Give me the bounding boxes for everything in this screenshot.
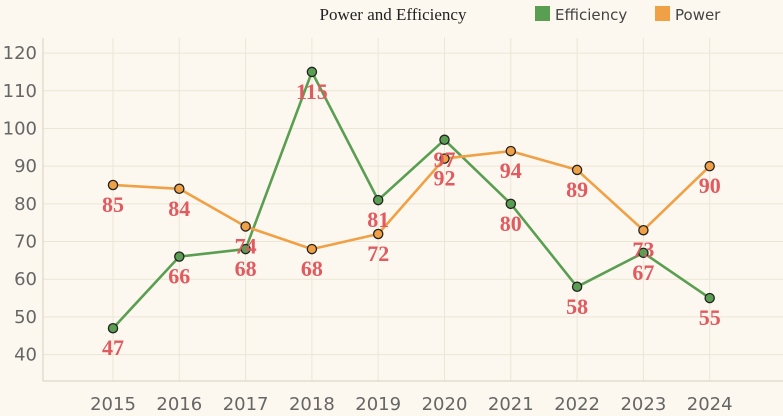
- data-label-power-2019: 72: [367, 241, 389, 266]
- data-point-efficiency-2023: [638, 247, 649, 259]
- series-line-power: [112, 149, 711, 251]
- data-label-power-2024: 90: [699, 173, 721, 198]
- y-tick-label-90: 90: [14, 156, 37, 177]
- data-label-power-2017: 74: [235, 233, 257, 258]
- x-tick-label-2021: 2021: [488, 394, 534, 415]
- x-tick-label-2018: 2018: [289, 394, 335, 415]
- legend-swatch-efficiency: [535, 6, 550, 21]
- data-label-efficiency-2024: 55: [699, 305, 721, 330]
- data-label-efficiency-2021: 80: [500, 211, 522, 236]
- data-label-efficiency-2015: 47: [102, 335, 124, 360]
- axis-layer: 40 50 60 70 80 90 100 110 120 2015 2016 2017 2018 201…: [3, 38, 783, 415]
- legend-label-efficiency: Efficiency: [555, 6, 627, 24]
- data-point-power-2020: [439, 153, 450, 164]
- data-point-efficiency-2022: [571, 281, 583, 293]
- data-point-efficiency-2021: [505, 198, 517, 210]
- data-point-power-2024: [704, 160, 715, 172]
- data-label-efficiency-2018: 115: [296, 79, 328, 104]
- data-point-power-2016: [174, 183, 185, 195]
- data-label-power-2016: 84: [168, 196, 190, 221]
- y-tick-label-120: 120: [3, 43, 37, 64]
- data-label-power-2021: 94: [500, 158, 522, 183]
- data-point-efficiency-2018: [306, 66, 318, 78]
- data-point-power-2022: [571, 164, 583, 176]
- data-label-efficiency-2022: 58: [566, 294, 588, 319]
- data-label-efficiency-2017: 68: [235, 256, 257, 281]
- legend-label-power: Power: [675, 6, 721, 24]
- chart-title: Power and Efficiency: [320, 5, 467, 24]
- data-point-efficiency-2017: [240, 243, 251, 255]
- y-tick-label-110: 110: [3, 81, 37, 102]
- x-tick-label-2017: 2017: [223, 394, 269, 415]
- data-point-power-2018: [306, 243, 318, 255]
- series-line-efficiency: [112, 70, 711, 330]
- x-tick-label-2019: 2019: [355, 394, 401, 415]
- data-point-power-2017: [240, 221, 251, 232]
- legend: Efficiency Power: [535, 6, 721, 24]
- data-point-efficiency-2024: [704, 292, 715, 304]
- data-label-efficiency-2016: 66: [168, 264, 190, 289]
- data-label-power-2015: 85: [102, 192, 124, 217]
- data-point-power-2023: [638, 224, 649, 236]
- data-label-efficiency-2019: 81: [367, 207, 389, 232]
- data-label-power-2018: 68: [301, 256, 323, 281]
- data-point-power-2015: [107, 179, 119, 191]
- data-point-power-2021: [505, 145, 517, 157]
- y-tick-label-50: 50: [14, 307, 37, 328]
- data-label-power-2020: 92: [434, 166, 456, 191]
- data-point-efficiency-2016: [174, 251, 185, 262]
- x-tick-label-2020: 2020: [422, 394, 468, 415]
- y-tick-label-70: 70: [14, 232, 37, 253]
- data-point-efficiency-2015: [107, 322, 119, 334]
- data-point-power-2019: [372, 228, 384, 240]
- y-tick-label-60: 60: [14, 269, 37, 290]
- grid-layer: [43, 38, 783, 381]
- x-tick-label-2022: 2022: [554, 394, 600, 415]
- y-tick-label-40: 40: [14, 345, 37, 366]
- y-tick-label-80: 80: [14, 194, 37, 215]
- data-label-efficiency-2020: 97: [434, 147, 456, 172]
- y-tick-label-100: 100: [3, 118, 37, 139]
- series-layer: [107, 66, 715, 334]
- x-tick-label-2016: 2016: [156, 394, 202, 415]
- data-label-power-2023: 73: [632, 237, 654, 262]
- x-tick-label-2015: 2015: [90, 394, 136, 415]
- data-label-power-2022: 89: [566, 177, 588, 202]
- legend-swatch-power: [655, 6, 670, 21]
- data-point-efficiency-2019: [372, 194, 384, 206]
- data-label-efficiency-2023: 67: [632, 260, 654, 285]
- x-tick-label-2024: 2024: [687, 394, 733, 415]
- x-tick-label-2023: 2023: [620, 394, 666, 415]
- data-point-efficiency-2020: [439, 134, 450, 146]
